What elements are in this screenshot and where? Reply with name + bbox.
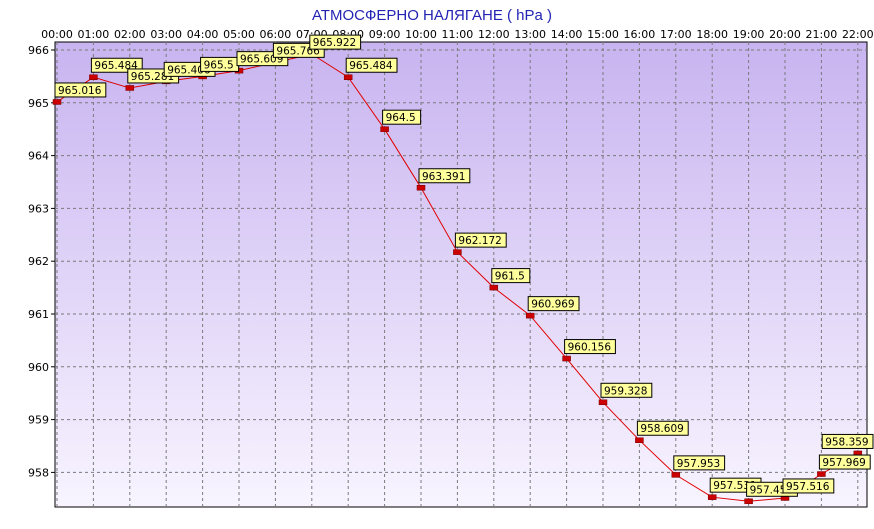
svg-text:959.328: 959.328 [604,385,647,397]
x-tick-label: 20:00 [769,28,801,41]
y-tick-label: 965 [28,97,49,110]
x-tick-label: 03:00 [150,28,182,41]
svg-text:964.5: 964.5 [386,112,416,124]
x-tick-label: 12:00 [478,28,510,41]
data-label: 962.172 [454,232,507,248]
data-label: 957.516 [782,478,835,494]
x-tick-label: 22:00 [842,28,874,41]
y-tick-label: 960 [28,361,49,374]
y-tick-label: 962 [28,255,49,268]
svg-text:965.016: 965.016 [58,85,102,97]
x-tick-label: 14:00 [551,28,583,41]
x-tick-label: 04:00 [187,28,219,41]
svg-text:965.406: 965.406 [167,64,211,76]
svg-text:965.281: 965.281 [131,71,174,83]
data-label: 963.391 [418,168,471,184]
data-point [52,99,62,105]
svg-text:965.766: 965.766 [276,45,320,57]
data-label: 965.609 [236,51,289,67]
svg-text:960.969: 960.969 [531,299,574,311]
data-point [343,74,353,80]
data-point [671,472,681,478]
x-tick-label: 15:00 [587,28,619,41]
svg-text:957.953: 957.953 [677,458,720,470]
svg-text:963.391: 963.391 [422,171,465,183]
svg-text:965.5: 965.5 [204,59,234,71]
y-tick-label: 961 [28,308,49,321]
data-label: 965.016 [54,82,107,98]
data-label: 964.5 [382,109,422,125]
x-tick-label: 01:00 [78,28,110,41]
data-point [707,494,717,500]
x-tick-label: 05:00 [223,28,255,41]
data-point [598,399,608,406]
data-label: 959.328 [600,382,653,398]
svg-text:957.969: 957.969 [822,457,865,469]
data-point [744,498,753,505]
x-tick-label: 10:00 [405,28,437,41]
svg-text:957.453: 957.453 [750,484,793,496]
svg-text:960.156: 960.156 [568,342,612,354]
data-point [525,312,535,319]
y-tick-label: 966 [28,44,49,57]
data-label: 965.5 [200,56,240,72]
data-point [380,126,389,132]
x-tick-label: 00:00 [41,28,73,41]
svg-text:965.609: 965.609 [240,54,283,66]
x-tick-label: 21:00 [806,28,838,41]
data-point [489,284,499,291]
y-tick-label: 964 [28,150,49,163]
data-point [817,471,826,477]
svg-text:958.359: 958.359 [825,436,868,448]
data-label: 965.922 [309,34,362,50]
data-label: 965.484 [345,57,398,73]
y-axis: 966 965 964 963 962 961 960 959 958 [28,44,55,479]
x-tick-label: 11:00 [442,28,474,41]
data-point [635,437,644,443]
svg-text:957.531: 957.531 [713,480,756,492]
x-tick-label: 09:00 [369,28,401,41]
data-point [416,185,426,191]
svg-text:965.484: 965.484 [94,60,138,72]
data-label: 961.5 [491,268,531,284]
data-point [89,74,98,80]
data-point [125,85,135,91]
x-tick-label: 13:00 [514,28,546,41]
data-point [562,355,571,362]
x-tick-label: 02:00 [114,28,146,41]
x-tick-label: 06:00 [260,28,292,41]
data-label: 957.969 [818,454,871,470]
x-tick-label: 19:00 [733,28,765,41]
x-tick-label: 18:00 [696,28,728,41]
data-point [453,249,462,255]
svg-text:961.5: 961.5 [495,271,525,283]
chart-title: АТМОСФЕРНО НАЛЯГАНЕ ( hPa ) [312,7,552,24]
plot-area [54,41,868,508]
svg-text:957.516: 957.516 [786,481,830,493]
svg-text:965.922: 965.922 [313,37,356,49]
y-tick-label: 958 [28,466,49,479]
svg-text:958.609: 958.609 [640,423,683,435]
data-label: 957.953 [673,455,726,471]
data-label: 960.969 [527,296,580,312]
x-tick-label: 16:00 [624,28,656,41]
svg-text:962.172: 962.172 [458,235,501,247]
data-label: 958.609 [636,420,689,436]
data-label: 960.156 [564,339,616,355]
svg-text:965.484: 965.484 [349,60,393,72]
data-label: 958.359 [821,433,874,449]
y-tick-label: 963 [28,202,49,215]
y-tick-label: 959 [28,414,49,427]
x-axis: 00:00 01:00 02:00 03:00 04:00 05:00 06:00 07:00… [41,28,874,41]
x-tick-label: 17:00 [660,28,692,41]
